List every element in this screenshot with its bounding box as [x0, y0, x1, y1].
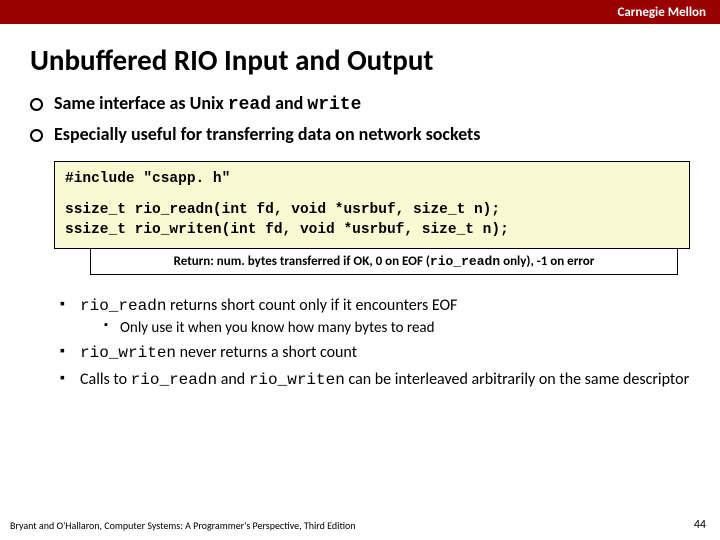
page-number: 44: [694, 518, 706, 532]
bullet-rio-readn: rio_readn returns short count only if it…: [60, 295, 690, 338]
slide-content: Unbuffered RIO Input and Output Same int…: [0, 24, 720, 392]
top-bullet-list: Same interface as Unix read and write Es…: [30, 92, 690, 147]
header-brand: Carnegie Mellon: [617, 5, 706, 20]
code-rio-writen: rio_writen: [249, 371, 345, 389]
text: Return: num. bytes transferred if OK, 0 …: [174, 254, 430, 269]
sub-bullet-list: rio_readn returns short count only if it…: [60, 295, 690, 391]
code-rio-readn: rio_readn: [80, 297, 166, 315]
code-write: write: [307, 95, 361, 115]
sub-sub-list: Only use it when you know how many bytes…: [104, 318, 690, 338]
bullet-rio-writen: rio_writen never returns a short count: [60, 342, 690, 365]
text: and: [271, 92, 307, 114]
footer: Bryant and O'Hallaron, Computer Systems:…: [10, 518, 706, 532]
text: only), -1 on error: [500, 254, 594, 269]
footer-citation: Bryant and O'Hallaron, Computer Systems:…: [10, 519, 356, 532]
text: can be interleaved arbitrarily on the sa…: [345, 370, 689, 389]
text: returns short count only if it encounter…: [166, 296, 457, 315]
text: Same interface as Unix: [54, 92, 228, 114]
code-box: #include "csapp. h" ssize_t rio_readn(in…: [54, 161, 690, 250]
code-gap: [65, 189, 679, 201]
bullet-same-interface: Same interface as Unix read and write: [30, 92, 690, 117]
code-line: ssize_t rio_readn(int fd, void *usrbuf, …: [65, 201, 679, 221]
bullet-interleaved: Calls to rio_readn and rio_writen can be…: [60, 369, 690, 392]
code-rio-writen: rio_writen: [80, 344, 176, 362]
code-line: ssize_t rio_writen(int fd, void *usrbuf,…: [65, 221, 679, 241]
code-line: #include "csapp. h": [65, 170, 679, 190]
text: and: [217, 370, 249, 389]
header-bar: Carnegie Mellon: [0, 0, 720, 24]
code-rio-readn: rio_readn: [131, 371, 217, 389]
text: never returns a short count: [176, 343, 357, 362]
text: Calls to: [80, 370, 131, 389]
bullet-only-use: Only use it when you know how many bytes…: [104, 318, 690, 338]
code-read: read: [228, 95, 271, 115]
page-title: Unbuffered RIO Input and Output: [30, 42, 690, 78]
bullet-network-sockets: Especially useful for transferring data …: [30, 123, 690, 146]
code-rio-readn: rio_readn: [430, 254, 500, 269]
return-box: Return: num. bytes transferred if OK, 0 …: [90, 248, 678, 275]
